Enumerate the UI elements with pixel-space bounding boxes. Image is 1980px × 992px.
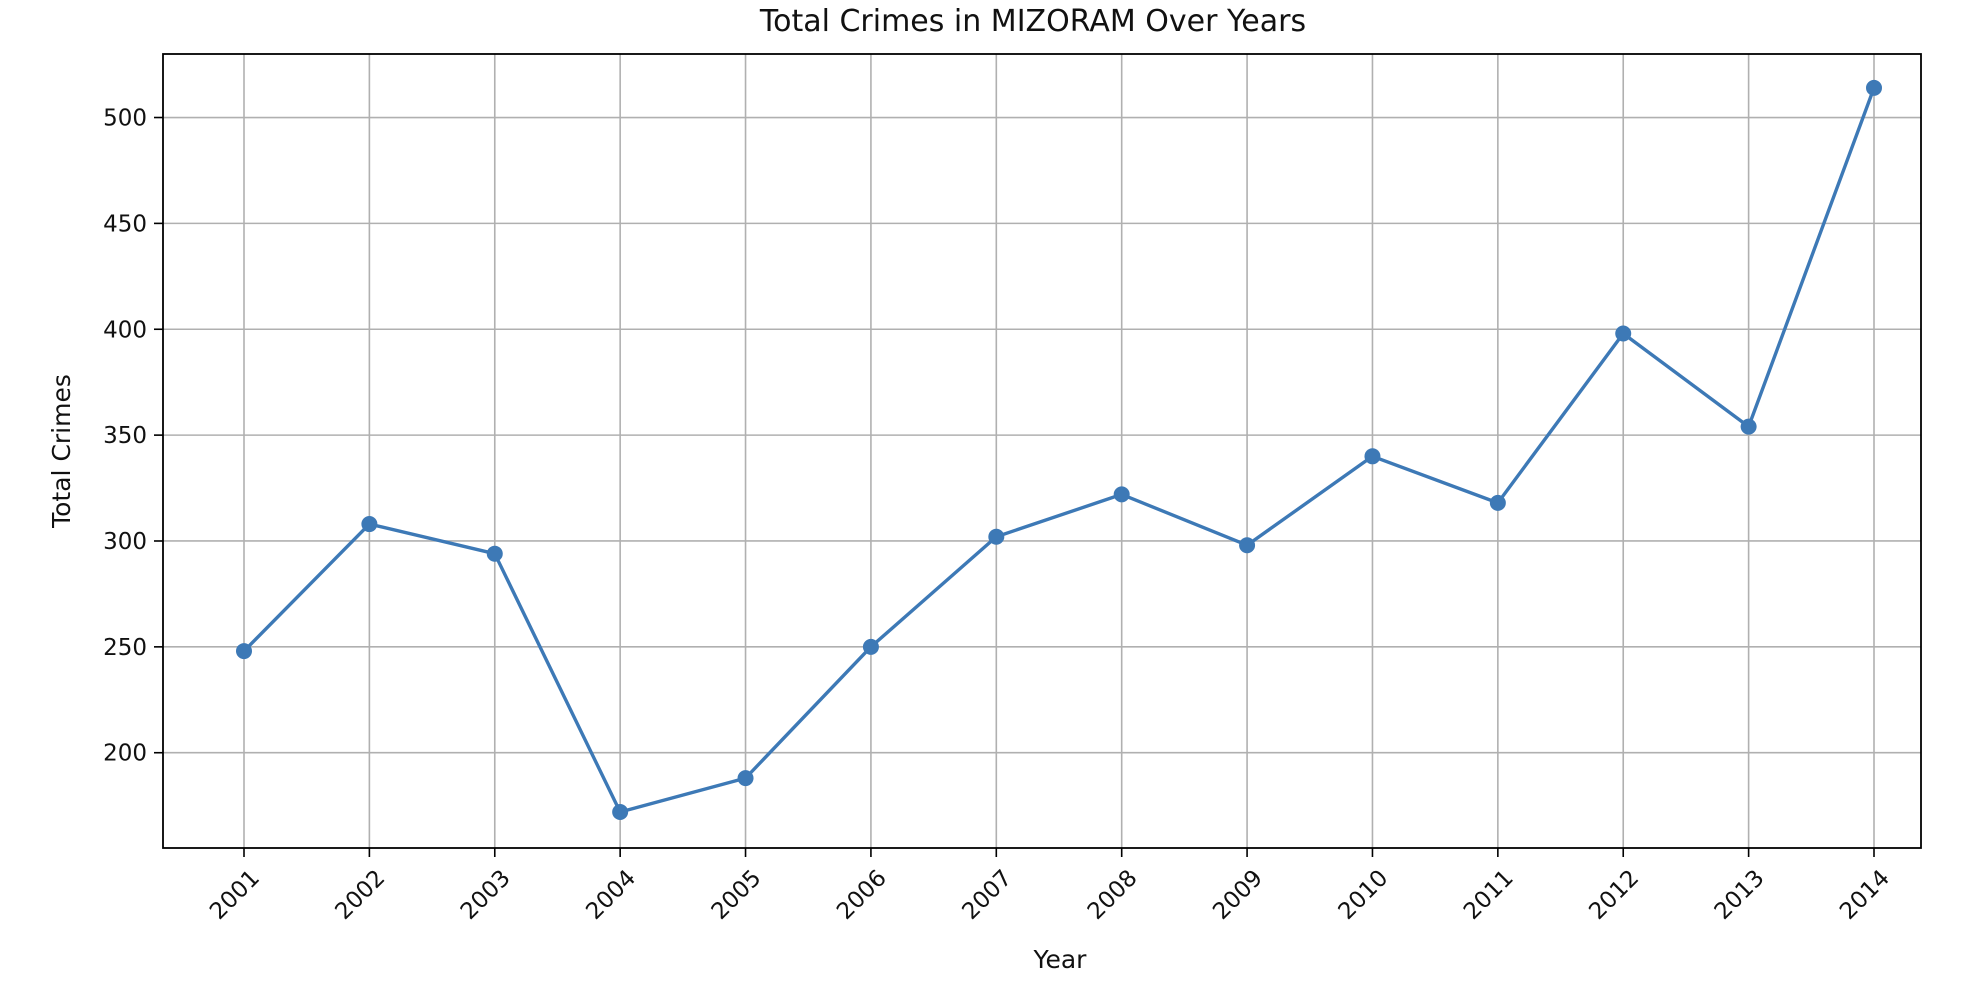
x-tick-label: 2013 [1710, 865, 1770, 925]
data-point-marker [361, 516, 378, 533]
y-axis: 200 250 300 350 400 450 500 [103, 106, 163, 767]
x-axis: 2001 2002 2003 2004 2005 2006 2007 2008 2009 2010… [205, 848, 1895, 925]
chart-title: Total Crimes in MIZORAM Over Years [759, 4, 1306, 39]
data-point-marker [1113, 486, 1130, 503]
x-tick-label: 2004 [581, 865, 641, 925]
x-tick-label: 2011 [1459, 865, 1519, 925]
series-line [242, 86, 1876, 814]
x-tick-label: 2009 [1208, 865, 1268, 925]
x-tick-label: 2006 [832, 865, 892, 925]
y-axis-label: Total Crimes [47, 374, 76, 529]
x-tick-label: 2001 [205, 865, 265, 925]
x-tick-label: 2012 [1584, 865, 1644, 925]
y-tick-label: 200 [103, 741, 147, 767]
data-point-marker [988, 528, 1005, 545]
y-tick-label: 300 [103, 529, 147, 555]
data-point-marker [862, 638, 879, 655]
x-tick-label: 2010 [1334, 865, 1394, 925]
plot-area-frame [162, 53, 1922, 849]
x-tick-label: 2005 [707, 865, 767, 925]
data-point-marker [1740, 418, 1757, 435]
data-point-marker [1364, 448, 1381, 465]
x-axis-label: Year [1033, 945, 1088, 974]
data-point-marker [1866, 79, 1882, 96]
data-point-marker [1489, 494, 1506, 511]
y-tick-label: 450 [103, 211, 147, 237]
grid-lines [163, 54, 1921, 848]
x-tick-label: 2002 [331, 865, 391, 925]
data-point-marker [486, 545, 503, 562]
x-tick-label: 2007 [957, 865, 1017, 925]
data-point-marker [1615, 325, 1632, 342]
x-tick-label: 2008 [1083, 865, 1143, 925]
data-point-marker [612, 804, 629, 821]
data-point-marker [236, 643, 252, 660]
y-tick-label: 400 [103, 317, 147, 343]
y-tick-label: 500 [103, 106, 147, 132]
x-tick-label: 2003 [456, 865, 516, 925]
data-point-marker [1239, 537, 1256, 554]
y-tick-label: 350 [103, 423, 147, 449]
x-tick-label: 2014 [1835, 865, 1895, 925]
data-point-marker [737, 770, 754, 787]
y-tick-label: 250 [103, 635, 147, 661]
data-markers [236, 79, 1882, 821]
